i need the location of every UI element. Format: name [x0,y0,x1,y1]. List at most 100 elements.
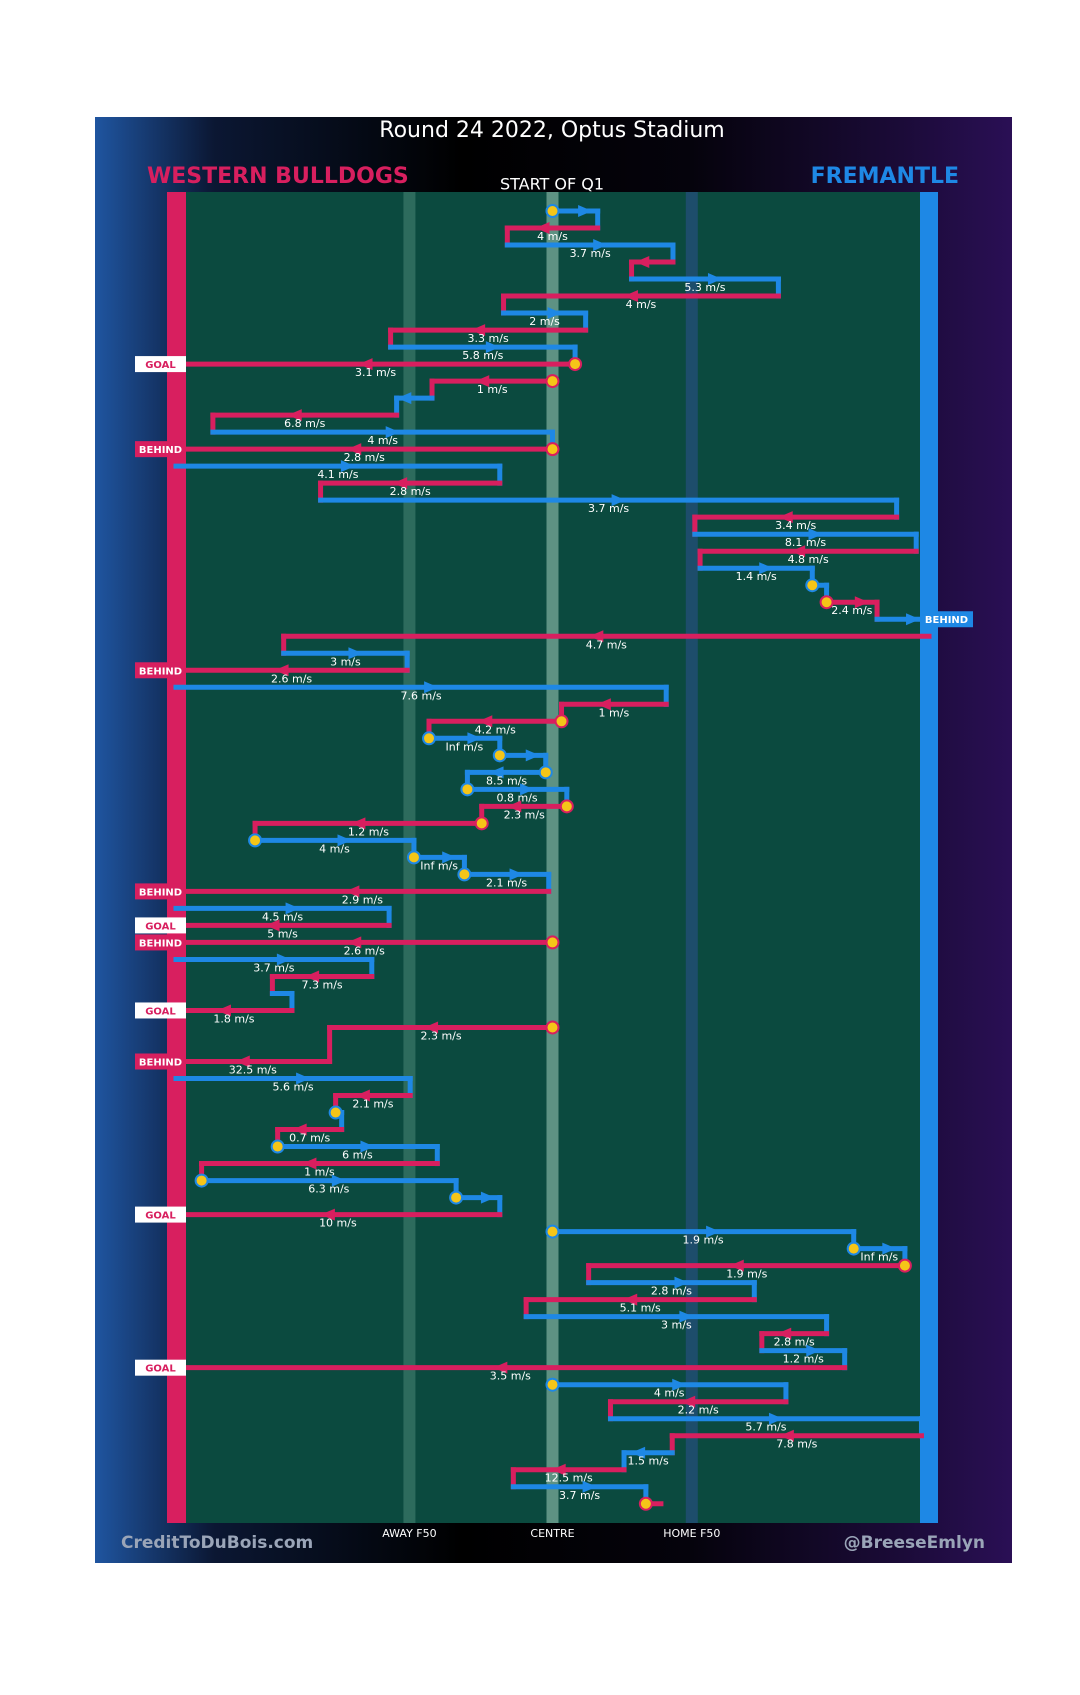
speed-label: 1.5 m/s [628,1455,669,1468]
direction-arrow [485,341,500,354]
stoppage-marker [457,867,472,882]
speed-label: 6.3 m/s [308,1183,349,1196]
direction-arrow [276,953,291,966]
outcome-label: BEHIND [925,615,968,626]
speed-label: 4.8 m/s [788,553,829,566]
direction-arrow [285,902,300,915]
speed-label: 5.3 m/s [684,281,725,294]
team-name: WESTERN BULLDOGS [147,164,409,189]
stoppage-marker [897,1258,912,1273]
speed-label: 5.6 m/s [273,1081,314,1094]
speed-label: 5.8 m/s [462,349,503,362]
speed-label: 4.2 m/s [475,723,516,736]
direction-arrow [331,1174,346,1187]
outcome-label: BEHIND [139,887,182,898]
direction-arrow [759,562,774,575]
stoppage-marker [568,357,583,372]
speed-label: 10 m/s [319,1217,357,1230]
direction-arrow [808,528,823,541]
direction-arrow [265,919,280,932]
chart-title: Round 24 2022, Optus Stadium [379,118,724,143]
direction-arrow [442,851,457,864]
outcome-label: GOAL [145,360,176,371]
speed-label: Inf m/s [420,859,458,872]
direction-arrow [347,443,362,456]
direction-arrow [355,1089,370,1102]
outcome-badge [135,917,186,934]
outcome-badge [135,441,186,458]
direction-arrow [593,239,608,252]
direction-arrow [393,477,408,490]
speed-label: 2.1 m/s [352,1098,393,1111]
speed-label: 1 m/s [599,706,630,719]
direction-arrow [681,1395,696,1408]
direction-arrow [216,1004,231,1017]
stoppage-marker [460,782,475,797]
direction-arrow [551,1463,566,1476]
direction-arrow [706,1225,721,1238]
stoppage-marker [248,833,263,848]
field-marker-label: CENTRE [530,1527,574,1540]
outcome-label: BEHIND [139,1058,182,1069]
speed-label: 2.2 m/s [678,1404,719,1417]
speed-label: 2.8 m/s [774,1336,815,1349]
speed-label: 1.9 m/s [726,1268,767,1281]
speed-label: 2.8 m/s [344,451,385,464]
direction-arrow [475,375,490,388]
speed-label: 2.3 m/s [504,808,545,821]
speed-label: 4.5 m/s [262,910,303,923]
outcome-badge [135,934,186,951]
stoppage-marker [846,1241,861,1256]
speed-label: 4 m/s [654,1387,685,1400]
direction-arrow [287,409,302,422]
speed-label: 1 m/s [304,1166,335,1179]
direction-arrow [635,256,650,269]
speed-label: 12.5 m/s [545,1472,593,1485]
speed-label: 5 m/s [267,927,298,940]
outcome-label: GOAL [145,921,176,932]
direction-arrow [520,783,535,796]
outcome-label: GOAL [145,1364,176,1375]
outcome-badge [135,1206,186,1223]
direction-arrow [337,834,352,847]
team-bar [167,192,186,1523]
credit: CreditToDuBois.com [121,1533,313,1553]
speed-label: 2.4 m/s [831,604,872,617]
stoppage-marker [538,765,553,780]
outcome-label: BEHIND [139,666,182,677]
direction-arrow [302,1157,317,1170]
speed-label: 2.8 m/s [390,485,431,498]
direction-arrow [507,800,522,813]
direction-arrow [778,511,793,524]
speed-label: 3.3 m/s [468,332,509,345]
direction-arrow [791,545,806,558]
speed-label: 5.1 m/s [620,1302,661,1315]
subtitle: START OF Q1 [500,175,604,194]
stoppage-marker [194,1173,209,1188]
handle: @BreeseEmlyn [844,1533,985,1553]
stoppage-marker [545,1224,560,1239]
stoppage-marker [638,1496,653,1511]
stoppage-marker [554,714,569,729]
speed-label: 3.4 m/s [775,519,816,532]
speed-label: 2.6 m/s [344,944,385,957]
direction-arrow [611,494,626,507]
speed-label: 8.5 m/s [486,774,527,787]
direction-arrow [347,936,362,949]
team-bar [920,192,938,1523]
direction-arrow [623,1293,638,1306]
direction-arrow [360,1140,375,1153]
direction-arrow [582,1480,597,1493]
speed-label: 1.4 m/s [736,570,777,583]
direction-arrow [340,460,355,473]
speed-label: 1.9 m/s [683,1234,724,1247]
speed-label: 1.2 m/s [348,825,389,838]
outcome-badge [135,883,186,900]
speed-label: 3 m/s [330,655,361,668]
stoppage-marker [474,816,489,831]
outcome-badge [135,356,186,373]
speed-label: 4 m/s [537,230,568,243]
speed-label: 3 m/s [661,1319,692,1332]
speed-label: 1 m/s [477,383,508,396]
